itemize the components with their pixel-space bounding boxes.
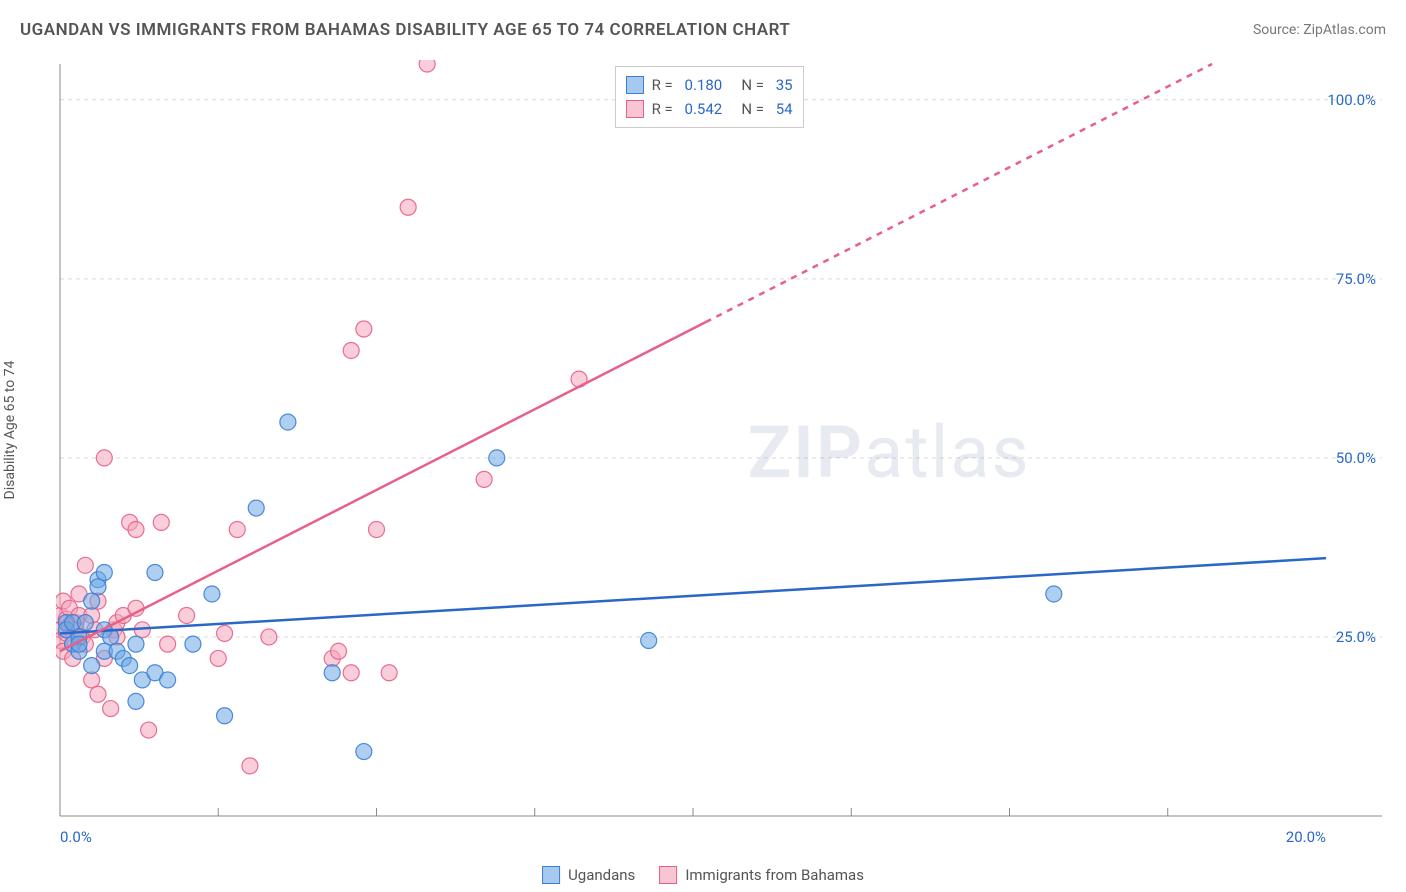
legend-swatch — [626, 100, 644, 118]
y-tick-label: 25.0% — [1336, 628, 1376, 646]
correlation-row: R = 0.542 N = 54 — [626, 97, 793, 121]
n-value: 54 — [776, 97, 793, 121]
n-value: 35 — [776, 73, 793, 97]
y-tick-label: 75.0% — [1336, 270, 1376, 288]
y-tick-label: 100.0% — [1327, 91, 1376, 109]
source-attribution: Source: ZipAtlas.com — [1253, 22, 1386, 38]
legend-item: Immigrants from Bahamas — [659, 866, 864, 884]
y-tick-label: 50.0% — [1336, 449, 1376, 467]
x-tick-label: 20.0% — [1286, 828, 1326, 846]
legend-item: Ugandans — [542, 866, 635, 884]
legend-label: Ugandans — [568, 866, 635, 884]
correlation-legend: R = 0.180 N = 35R = 0.542 N = 54 — [615, 66, 804, 128]
correlation-row: R = 0.180 N = 35 — [626, 73, 793, 97]
chart-area: 25.0%50.0%75.0%100.0% 0.0%20.0% ZIPatlas… — [56, 60, 1386, 820]
r-value: 0.542 — [685, 97, 723, 121]
legend-swatch — [542, 866, 560, 884]
chart-title: UGANDAN VS IMMIGRANTS FROM BAHAMAS DISAB… — [20, 20, 790, 40]
r-value: 0.180 — [685, 73, 723, 97]
x-tick-label: 0.0% — [60, 828, 92, 846]
r-label: R = — [652, 73, 677, 97]
n-label: N = — [730, 73, 768, 97]
legend-swatch — [659, 866, 677, 884]
scatter-plot — [56, 60, 1386, 820]
r-label: R = — [652, 97, 677, 121]
series-legend: Ugandans Immigrants from Bahamas — [542, 866, 864, 884]
legend-label: Immigrants from Bahamas — [685, 866, 864, 884]
y-axis-label: Disability Age 65 to 74 — [2, 361, 18, 500]
n-label: N = — [730, 97, 768, 121]
legend-swatch — [626, 76, 644, 94]
